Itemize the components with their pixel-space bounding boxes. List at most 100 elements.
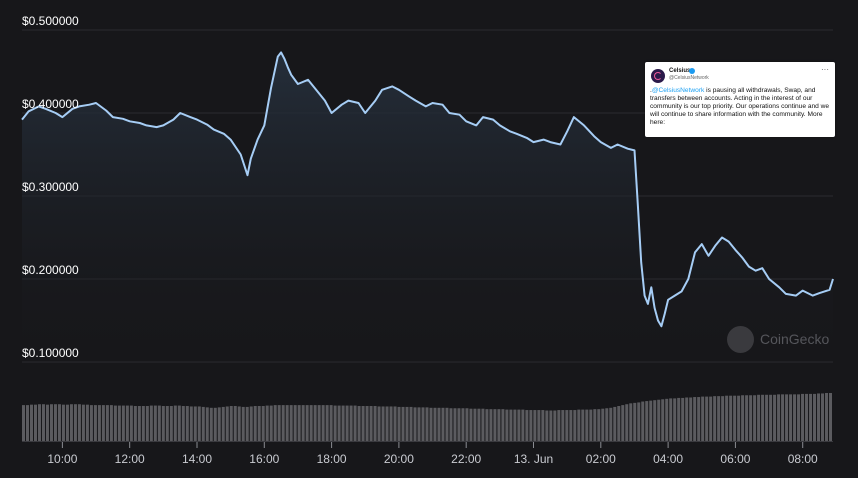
volume-bar [37, 404, 41, 441]
volume-bar [365, 406, 369, 441]
volume-bar [421, 407, 425, 441]
tweet-card[interactable]: Celsius @CelsiusNetwork ··· .@CelsiusNet… [645, 62, 835, 137]
volume-bar [249, 406, 253, 441]
volume-bar [29, 404, 33, 441]
volume-bar [505, 409, 509, 441]
volume-bar [93, 405, 97, 441]
volume-bar [385, 406, 389, 441]
volume-bar [397, 406, 401, 441]
volume-bar [645, 401, 649, 441]
volume-bar [357, 406, 361, 441]
volume-bar [453, 408, 457, 441]
volume-bar [41, 404, 45, 441]
volume-bar [373, 406, 377, 441]
volume-bar [781, 394, 785, 441]
more-options-icon[interactable]: ··· [821, 65, 829, 74]
tweet-author-handle: @CelsiusNetwork [669, 75, 709, 81]
volume-bar [261, 406, 265, 441]
volume-bar [333, 405, 337, 441]
volume-bar [157, 405, 161, 441]
volume-bar [441, 407, 445, 441]
volume-bar [353, 405, 357, 441]
volume-bar [185, 406, 189, 441]
x-tick-label: 13. Jun [513, 452, 554, 466]
volume-bar [205, 407, 209, 441]
volume-bar [693, 397, 697, 441]
volume-bar [669, 398, 673, 441]
volume-bar [77, 404, 81, 441]
tweet-prefix: . [650, 87, 652, 94]
volume-bar [349, 405, 353, 441]
volume-bar [26, 405, 29, 441]
volume-bar [437, 407, 441, 441]
volume-bar [677, 397, 681, 441]
volume-bar [197, 406, 201, 441]
volume-bar [321, 405, 325, 441]
volume-bar [581, 409, 585, 441]
volume-bar [405, 406, 409, 441]
volume-bar [561, 410, 565, 441]
price-area [22, 52, 833, 363]
price-line [21, 51, 834, 328]
volume-bar [389, 406, 393, 441]
volume-bar [729, 395, 733, 441]
y-tick-label: $0.200000 [22, 263, 79, 277]
volume-bar [613, 406, 617, 441]
volume-bar [553, 410, 557, 441]
volume-bar [573, 410, 577, 441]
volume-bar [89, 405, 93, 441]
volume-bar [101, 405, 105, 441]
volume-bar [33, 404, 37, 441]
volume-bar [285, 405, 289, 441]
volume-bar [673, 398, 677, 441]
volume-bar [325, 405, 329, 441]
volume-bar [773, 394, 777, 441]
volume-bar [425, 407, 429, 441]
verified-badge-icon [689, 68, 695, 74]
x-tick-label: 08:00 [787, 452, 818, 466]
volume-bar [541, 410, 545, 441]
volume-bar [277, 405, 281, 441]
volume-bar [829, 393, 832, 441]
volume-bar [629, 403, 633, 441]
volume-bar [329, 405, 333, 441]
volume-bar [501, 409, 505, 441]
volume-bar [769, 394, 773, 441]
volume-bar [381, 406, 385, 441]
volume-bar [589, 409, 593, 441]
volume-bar [513, 409, 517, 441]
volume-bar [409, 406, 413, 441]
volume-bar [537, 410, 541, 441]
volume-bar [485, 409, 489, 441]
volume-bar [22, 405, 25, 441]
volume-bar [153, 405, 157, 441]
volume-bar [65, 404, 69, 441]
volume-bar [309, 405, 313, 441]
volume-bar [517, 409, 521, 441]
volume-bar [117, 405, 121, 441]
volume-bar [609, 407, 613, 441]
volume-bar [237, 406, 241, 441]
volume-bar [301, 405, 305, 441]
volume-bar [489, 409, 493, 441]
volume-bar [713, 396, 717, 441]
volume-bar [545, 410, 549, 441]
volume-bar [193, 406, 197, 441]
y-tick-label: $0.400000 [22, 97, 79, 111]
volume-bar [337, 405, 341, 441]
volume-bar [189, 406, 193, 441]
volume-bar [137, 406, 141, 441]
volume-bar [565, 410, 569, 441]
volume-bar [649, 400, 653, 441]
volume-bar [169, 406, 173, 441]
volume-bar [377, 406, 381, 441]
volume-bar [97, 405, 101, 441]
x-tick-label: 14:00 [181, 452, 212, 466]
volume-bar [253, 406, 257, 441]
volume-bar [697, 397, 701, 441]
volume-bar [209, 407, 213, 441]
volume-bar [289, 405, 293, 441]
tweet-mention[interactable]: @CelsiusNetwork [651, 87, 705, 94]
volume-bar [61, 404, 65, 441]
volume-bar [789, 394, 793, 441]
